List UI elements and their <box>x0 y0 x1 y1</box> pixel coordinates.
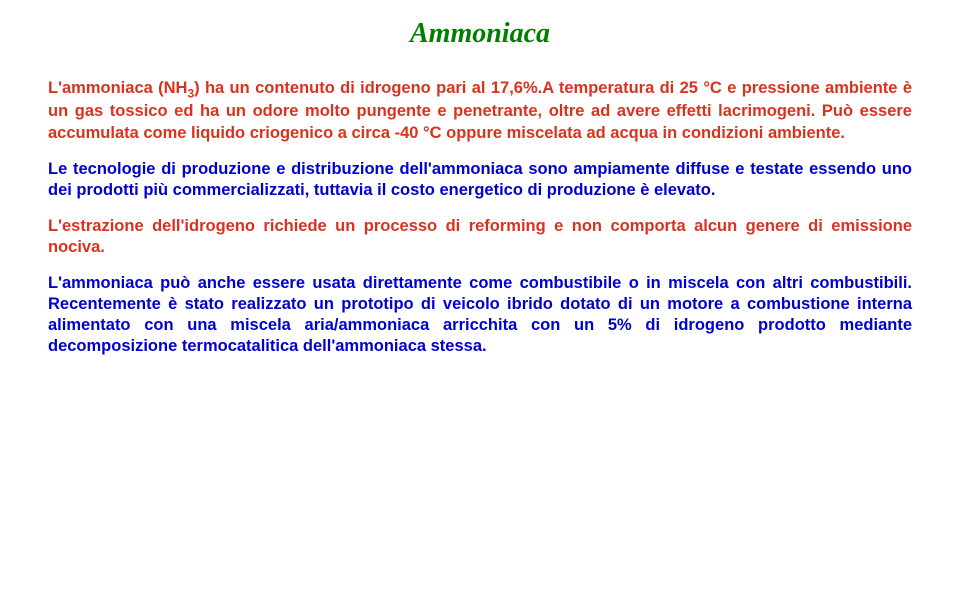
document-page: Ammoniaca L'ammoniaca (NH3) ha un conten… <box>0 0 960 393</box>
paragraph-1: L'ammoniaca (NH3) ha un contenuto di idr… <box>48 78 912 144</box>
paragraph-3: L'estrazione dell'idrogeno richiede un p… <box>48 216 912 258</box>
page-title: Ammoniaca <box>48 18 912 50</box>
p1-part-a: L'ammoniaca (NH <box>48 79 187 97</box>
paragraph-2: Le tecnologie di produzione e distribuzi… <box>48 159 912 201</box>
paragraph-4: L'ammoniaca può anche essere usata diret… <box>48 273 912 357</box>
